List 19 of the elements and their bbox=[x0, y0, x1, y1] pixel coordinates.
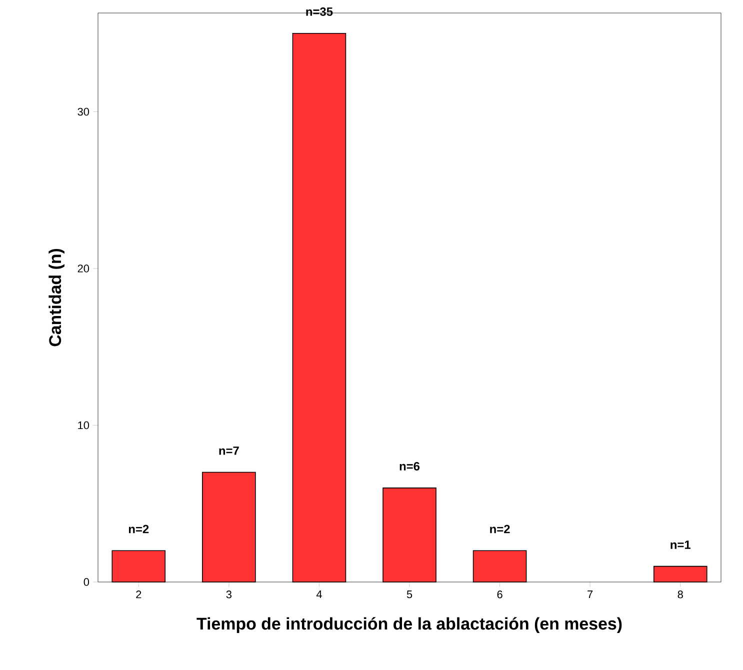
data-label: n=7 bbox=[219, 446, 239, 455]
data-label: n=6 bbox=[400, 462, 420, 470]
y-tick-label: 20 bbox=[78, 264, 90, 272]
x-tick-label: 4 bbox=[316, 590, 322, 598]
y-tick-label: 30 bbox=[78, 108, 90, 116]
y-axis-title: Cantidad (n) bbox=[48, 248, 64, 346]
y-tick-label: 0 bbox=[84, 578, 90, 586]
x-tick-label: 6 bbox=[497, 590, 502, 598]
x-tick-label: 2 bbox=[136, 590, 142, 598]
x-tick-label: 3 bbox=[226, 590, 232, 598]
y-tick-label: 10 bbox=[78, 421, 90, 430]
x-tick-label: 7 bbox=[588, 590, 593, 598]
x-axis-title: Tiempo de introducción de la ablactación (en meses) bbox=[196, 617, 622, 634]
data-label: n=2 bbox=[128, 524, 149, 534]
data-label: n=35 bbox=[306, 7, 333, 16]
data-label: n=1 bbox=[670, 540, 691, 549]
data-label: n=2 bbox=[490, 524, 510, 534]
x-tick-label: 5 bbox=[406, 590, 412, 598]
x-tick-label: 8 bbox=[678, 590, 683, 598]
